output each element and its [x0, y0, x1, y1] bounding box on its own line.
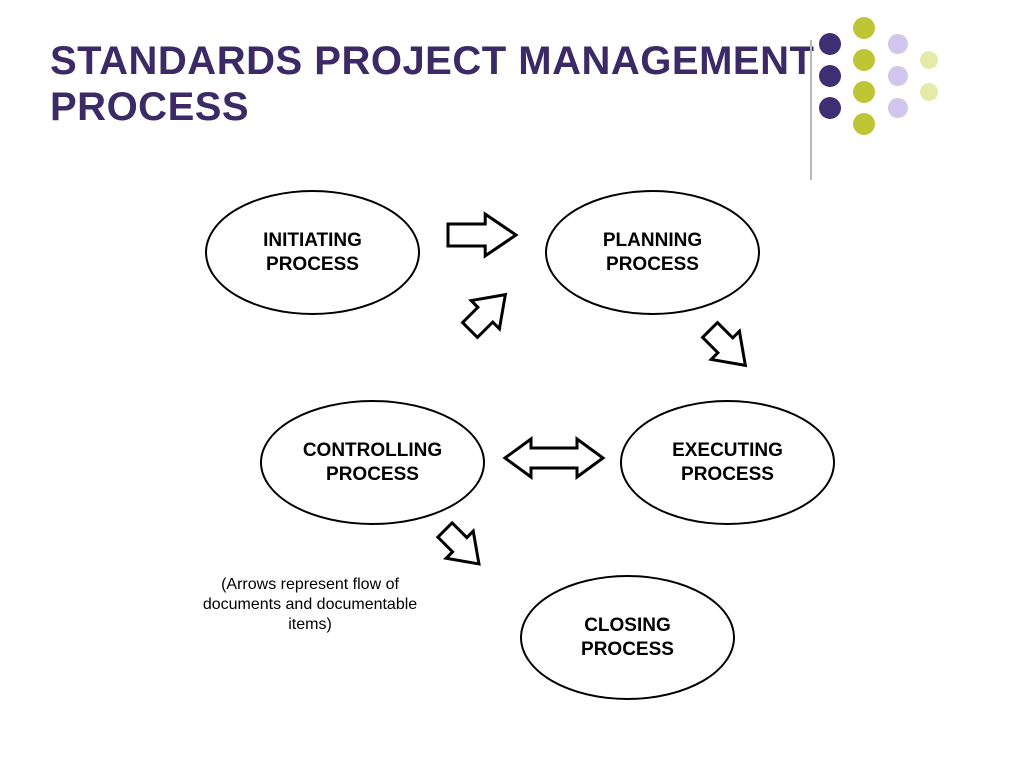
- arrow-a5: [431, 516, 492, 577]
- arrow-a2: [696, 316, 760, 380]
- diagram-caption: (Arrows represent flow of documents and …: [190, 575, 430, 635]
- arrow-layer: [0, 0, 1024, 768]
- arrow-a1: [448, 214, 516, 256]
- arrow-a4: [456, 281, 520, 345]
- arrow-a5: [431, 516, 492, 577]
- arrow-a2: [696, 316, 760, 380]
- arrow-a3: [505, 439, 603, 477]
- arrow-a4: [456, 281, 520, 345]
